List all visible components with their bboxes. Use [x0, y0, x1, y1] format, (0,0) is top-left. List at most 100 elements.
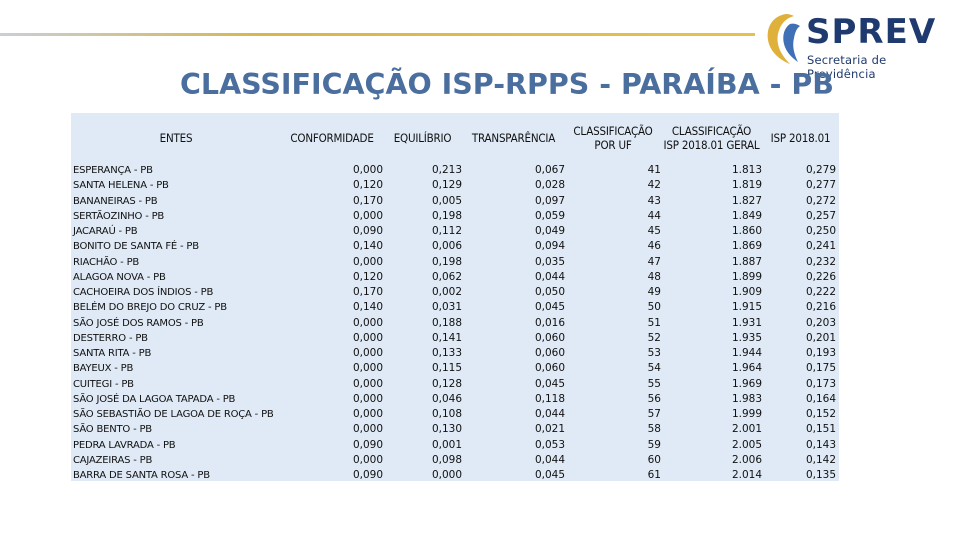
cell-classificacao-uf: 48: [647, 270, 661, 283]
cell-transparencia: 0,045: [534, 469, 565, 481]
cell-classificacao-geral: 2.014: [731, 469, 762, 481]
cell-isp: 0,203: [805, 316, 836, 329]
cell-ente: ESPERANÇA - PB: [73, 165, 153, 176]
cell-classificacao-geral: 1.983: [731, 392, 762, 405]
header-classificacao-uf: CLASSIFICAÇÃO POR UF: [573, 124, 653, 152]
cell-classificacao-geral: 1.849: [731, 209, 762, 222]
header-equilibrio: EQUILÍBRIO: [393, 131, 452, 145]
cell-ente: BAYEUX - PB: [73, 363, 134, 375]
cell-transparencia: 0,118: [534, 392, 565, 405]
sprev-logo: SPREV Secretaria de Previdência: [760, 8, 950, 81]
cell-conformidade: 0,000: [352, 362, 383, 375]
cell-equilibrio: 0,002: [431, 286, 462, 298]
cell-classificacao-geral: 1.969: [731, 377, 762, 390]
cell-classificacao-geral: 2.001: [731, 423, 762, 436]
cell-classificacao-geral: 1.999: [731, 408, 762, 420]
cell-ente: DESTERRO - PB: [73, 332, 148, 344]
table-row: ALAGOA NOVA - PB 0,120 0,062 0,044 48 1.899 0,…: [71, 270, 839, 285]
cell-classificacao-geral: 1.899: [731, 270, 762, 283]
logo-subtitle: Secretaria de Previdência: [807, 53, 887, 81]
cell-classificacao-uf: 49: [647, 286, 661, 298]
cell-classificacao-uf: 44: [647, 209, 661, 222]
cell-isp: 0,201: [805, 331, 836, 344]
cell-ente: CAJAZEIRAS - PB: [73, 454, 153, 466]
cell-classificacao-geral: 1.944: [731, 347, 762, 359]
cell-ente: CUITEGI - PB: [73, 378, 134, 390]
cell-isp: 0,257: [805, 209, 836, 222]
header-transparencia: TRANSPARÊNCIA: [471, 131, 556, 145]
cell-ente: BANANEIRAS - PB: [73, 195, 158, 207]
cell-classificacao-uf: 61: [647, 469, 661, 481]
cell-isp: 0,175: [805, 362, 836, 375]
cell-classificacao-geral: 1.915: [731, 301, 762, 314]
cell-conformidade: 0,000: [352, 209, 383, 222]
cell-conformidade: 0,000: [352, 392, 383, 405]
cell-conformidade: 0,170: [352, 286, 383, 298]
cell-isp: 0,241: [805, 240, 836, 253]
cell-classificacao-uf: 52: [647, 331, 661, 344]
cell-conformidade: 0,000: [352, 453, 383, 466]
cell-classificacao-geral: 1.909: [731, 286, 762, 298]
cell-classificacao-uf: 50: [647, 301, 661, 314]
cell-equilibrio: 0,031: [431, 301, 462, 314]
table-row: CAJAZEIRAS - PB 0,000 0,098 0,044 60 2.006 0,1…: [71, 453, 839, 468]
cell-transparencia: 0,016: [534, 316, 565, 329]
table-row: RIACHÃO - PB 0,000 0,198 0,035 47 1.887 0,232: [71, 255, 839, 270]
cell-classificacao-geral: 2.005: [731, 438, 762, 451]
cell-transparencia: 0,094: [534, 240, 565, 253]
header-divider-line: [0, 33, 755, 36]
cell-equilibrio: 0,129: [431, 179, 462, 192]
logo-wordmark: SPREV: [806, 12, 937, 52]
table-row: BONITO DE SANTA FÉ - PB 0,140 0,006 0,094 46…: [71, 239, 839, 254]
cell-transparencia: 0,044: [534, 408, 565, 420]
cell-conformidade: 0,000: [352, 331, 383, 344]
cell-conformidade: 0,140: [352, 240, 383, 253]
cell-isp: 0,279: [805, 164, 836, 176]
cell-equilibrio: 0,213: [431, 164, 462, 176]
cell-conformidade: 0,000: [352, 377, 383, 390]
cell-transparencia: 0,060: [534, 347, 565, 359]
cell-ente: SANTA HELENA - PB: [73, 180, 169, 192]
cell-classificacao-uf: 43: [647, 194, 661, 207]
cell-conformidade: 0,000: [352, 423, 383, 436]
cell-transparencia: 0,050: [534, 286, 565, 298]
table-row: BAYEUX - PB 0,000 0,115 0,060 54 1.964 0,175: [71, 361, 839, 376]
cell-classificacao-geral: 1.935: [731, 331, 762, 344]
cell-equilibrio: 0,130: [431, 423, 462, 436]
cell-equilibrio: 0,046: [431, 392, 462, 405]
cell-transparencia: 0,060: [534, 331, 565, 344]
cell-classificacao-uf: 41: [647, 164, 661, 176]
cell-classificacao-uf: 55: [647, 377, 661, 390]
cell-classificacao-uf: 47: [647, 255, 661, 268]
cell-ente: BONITO DE SANTA FÉ - PB: [73, 241, 199, 253]
cell-ente: BARRA DE SANTA ROSA - PB: [73, 470, 210, 481]
cell-equilibrio: 0,112: [431, 225, 462, 237]
cell-equilibrio: 0,188: [431, 316, 462, 329]
cell-classificacao-uf: 45: [647, 225, 661, 237]
cell-classificacao-geral: 1.860: [731, 225, 762, 237]
cell-isp: 0,277: [805, 179, 836, 192]
cell-isp: 0,216: [805, 301, 836, 314]
cell-equilibrio: 0,128: [431, 377, 462, 390]
header-conformidade: CONFORMIDADE: [290, 131, 374, 145]
cell-ente: CACHOEIRA DOS ÍNDIOS - PB: [73, 287, 214, 298]
cell-ente: SÃO BENTO - PB: [73, 424, 152, 436]
cell-isp: 0,226: [805, 270, 836, 283]
cell-classificacao-uf: 60: [647, 453, 661, 466]
cell-conformidade: 0,000: [352, 164, 383, 176]
table-row: SÃO JOSÉ DOS RAMOS - PB 0,000 0,188 0,016 51…: [71, 316, 839, 331]
table-row: SÃO BENTO - PB 0,000 0,130 0,021 58 2.001 0,15…: [71, 422, 839, 437]
table-row: SERTÃOZINHO - PB 0,000 0,198 0,059 44 1.849 0,…: [71, 209, 839, 224]
table-body: ESPERANÇA - PB 0,000 0,213 0,067 41 1.813 0,27…: [71, 163, 839, 483]
cell-classificacao-uf: 42: [647, 179, 661, 192]
cell-conformidade: 0,120: [352, 179, 383, 192]
cell-isp: 0,164: [805, 392, 836, 405]
cell-isp: 0,232: [805, 255, 836, 268]
cell-conformidade: 0,090: [352, 438, 383, 451]
cell-ente: ALAGOA NOVA - PB: [73, 271, 166, 283]
cell-equilibrio: 0,133: [431, 347, 462, 359]
cell-classificacao-geral: 1.931: [731, 316, 762, 329]
table-row: BARRA DE SANTA ROSA - PB 0,090 0,000 0,045 6…: [71, 468, 839, 483]
table-row: BELÉM DO BREJO DO CRUZ - PB 0,140 0,031 0,0…: [71, 300, 839, 315]
cell-conformidade: 0,170: [352, 194, 383, 207]
